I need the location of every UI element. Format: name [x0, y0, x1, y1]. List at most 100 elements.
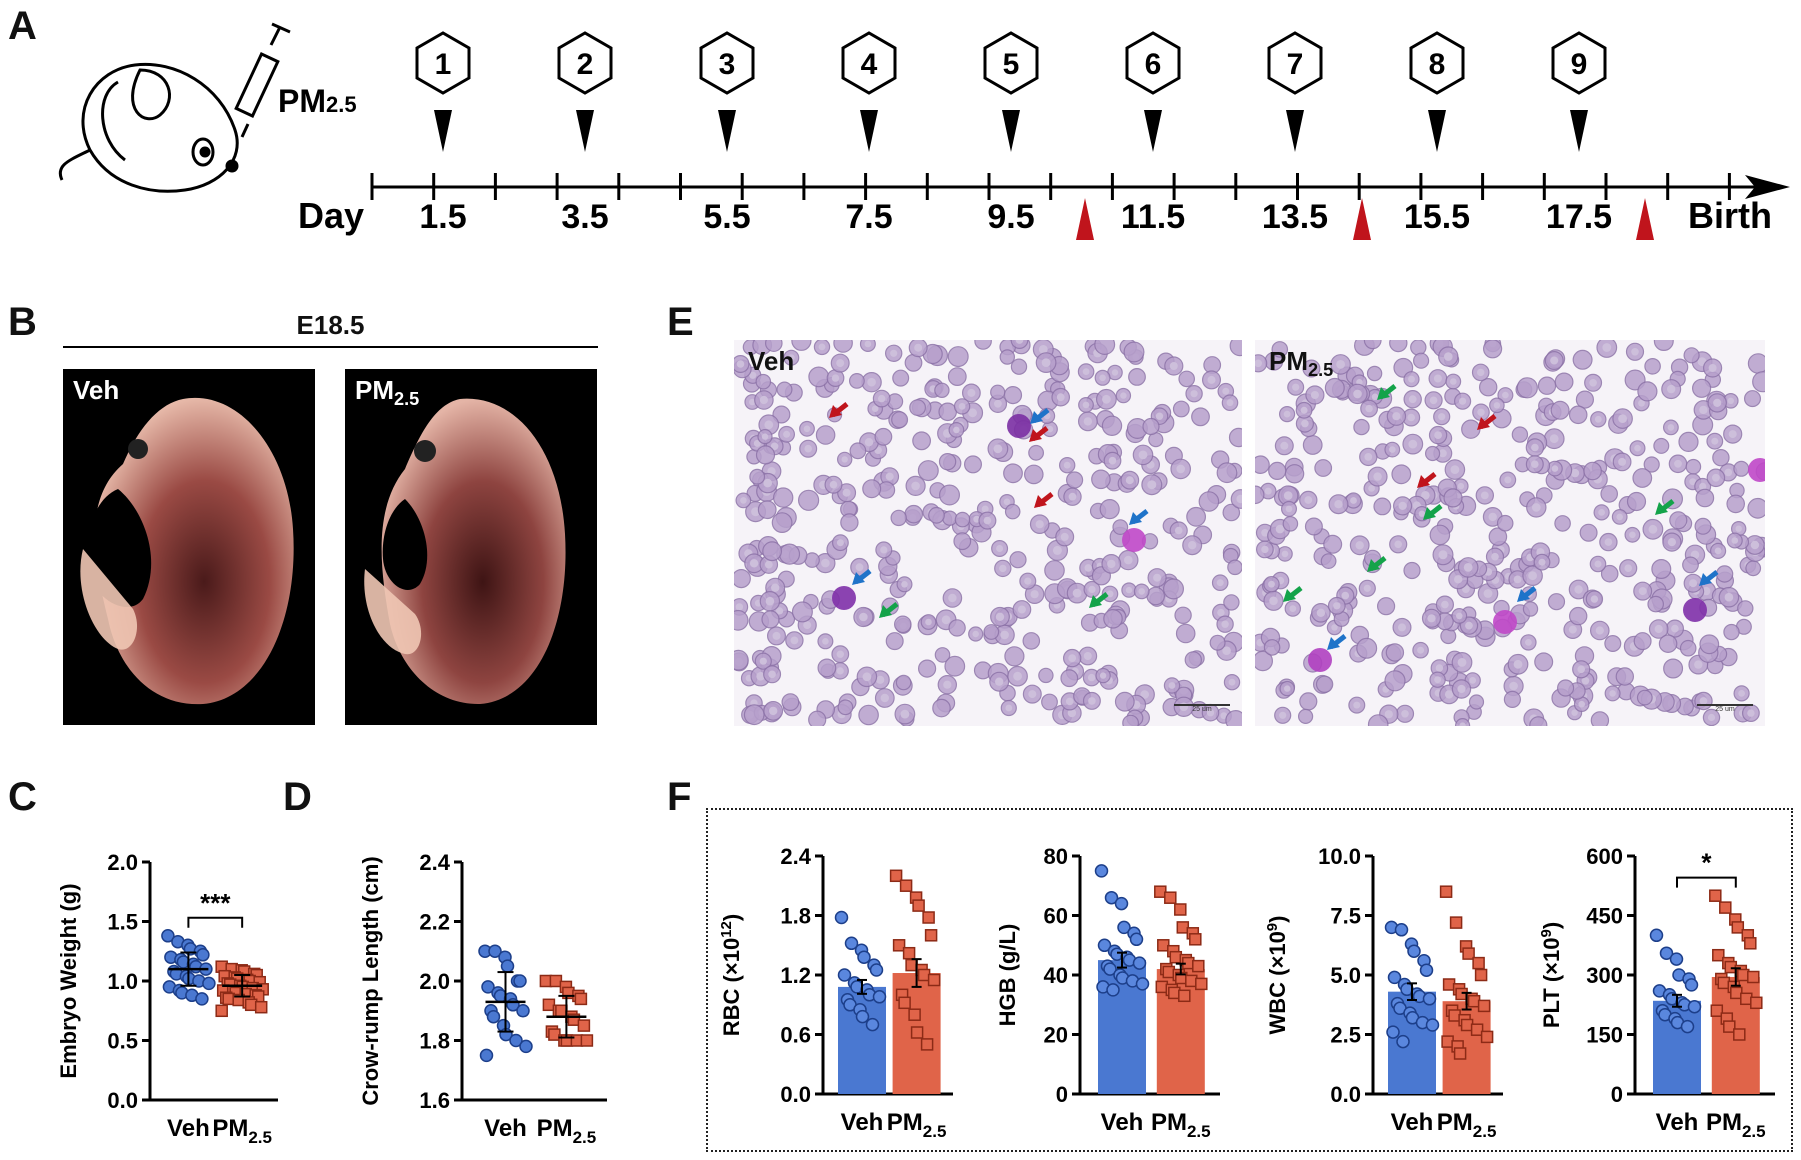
cell-center [1052, 545, 1062, 555]
annotation-arrow [1655, 499, 1675, 515]
data-point [161, 929, 175, 943]
cell-center [829, 480, 838, 489]
cell-center [1363, 584, 1371, 592]
cell-center [1279, 711, 1287, 719]
cell-center [1222, 387, 1230, 395]
annotation-arrow [1129, 509, 1149, 525]
cell-center [1088, 585, 1096, 593]
cell-center [1459, 722, 1466, 726]
annotation-arrow-head [879, 605, 892, 618]
cell-center [787, 354, 795, 362]
data-point [857, 950, 871, 964]
red-blood-cell [1653, 340, 1674, 351]
cell-center [1084, 564, 1093, 572]
red-blood-cell [1694, 517, 1712, 535]
red-blood-cell [1575, 390, 1594, 409]
cell-center [783, 430, 791, 438]
day-label: Day [298, 195, 364, 236]
cell-center [1108, 456, 1117, 465]
red-blood-cell [1534, 652, 1554, 672]
cell-center [1365, 404, 1373, 413]
blood-smear-veh: Veh 25 um [734, 340, 1242, 726]
x-tick-label: PM2.5 [212, 1115, 272, 1147]
injection-arrow [860, 110, 878, 152]
red-blood-cell [912, 431, 932, 451]
significance-bracket [187, 916, 244, 928]
cell-center [1083, 652, 1092, 660]
cell-center [822, 638, 829, 645]
cell-center [878, 394, 886, 403]
annotation-arrow-head [1129, 512, 1142, 525]
red-blood-cell [815, 425, 836, 445]
red-blood-cell [1377, 597, 1396, 616]
red-blood-cell [964, 455, 983, 474]
cell-center [1125, 476, 1134, 485]
y-tick-label: 40 [1044, 963, 1068, 988]
red-blood-cell [743, 704, 765, 726]
panel-label-a: A [8, 4, 37, 48]
red-blood-cell [1041, 693, 1058, 711]
y-tick-label: 2.0 [419, 969, 450, 994]
injection-arrow [1002, 110, 1020, 152]
cell-center [1427, 614, 1436, 623]
cell-center [1590, 595, 1599, 603]
cell-center [1331, 624, 1338, 631]
annotation-arrow-head [1327, 637, 1340, 650]
cell-center [836, 359, 845, 368]
annotation-arrow-head [1517, 589, 1530, 602]
red-blood-cell [1112, 519, 1129, 536]
panel-label-d: D [283, 775, 312, 819]
red-blood-cell [1651, 559, 1672, 580]
cell-center [736, 360, 745, 368]
cell-center [999, 564, 1007, 573]
cell-center [831, 374, 840, 382]
data-point [1744, 937, 1757, 950]
red-blood-cell [1101, 415, 1123, 437]
red-blood-cell [1745, 560, 1762, 577]
red-blood-cell [974, 340, 992, 350]
panel-f-frame [706, 808, 1793, 1152]
annotation-arrow [1417, 472, 1437, 488]
scale-bar-pm: 25 um [1697, 704, 1753, 718]
cell-center [1013, 671, 1022, 681]
cell-center [1435, 664, 1444, 672]
data-point [1712, 948, 1725, 962]
red-blood-cell [1590, 711, 1610, 726]
annotation-arrow [1034, 492, 1054, 508]
data-point [1097, 938, 1112, 953]
red-blood-cell [1304, 517, 1323, 536]
data-point [1178, 989, 1191, 1003]
cell-center [993, 444, 1003, 454]
cell-center [1046, 425, 1054, 433]
red-blood-cell [1367, 714, 1389, 726]
red-blood-cell [1516, 377, 1538, 399]
data-point [574, 992, 588, 1006]
injection-number: 5 [1003, 48, 1020, 81]
annotation-arrow-head [1377, 387, 1390, 400]
red-blood-cell [1747, 497, 1765, 519]
cell-center [1549, 434, 1559, 444]
cell-center [1438, 550, 1448, 560]
data-point [1669, 952, 1684, 966]
cell-center [1602, 343, 1612, 352]
cell-center [1738, 690, 1745, 697]
red-blood-cell [1114, 691, 1135, 712]
red-blood-cell [1425, 445, 1441, 462]
red-blood-cell [1223, 594, 1240, 611]
cell-center [818, 343, 826, 351]
cell-center [1310, 391, 1319, 399]
red-blood-cell [1023, 464, 1044, 485]
y-tick-label: 2.4 [780, 844, 811, 869]
y-tick-label: 10.0 [1318, 844, 1361, 869]
red-blood-cell [1403, 561, 1421, 580]
red-blood-cell [1284, 464, 1305, 484]
data-point [1394, 923, 1409, 937]
injection-hexagon [699, 31, 755, 95]
red-blood-cell [1410, 340, 1427, 356]
red-blood-cell [1455, 718, 1471, 726]
cell-center [1283, 491, 1293, 500]
cell-center [803, 621, 812, 630]
red-blood-cell [1550, 400, 1570, 420]
data-point [481, 980, 495, 994]
red-blood-cell [1389, 340, 1408, 353]
